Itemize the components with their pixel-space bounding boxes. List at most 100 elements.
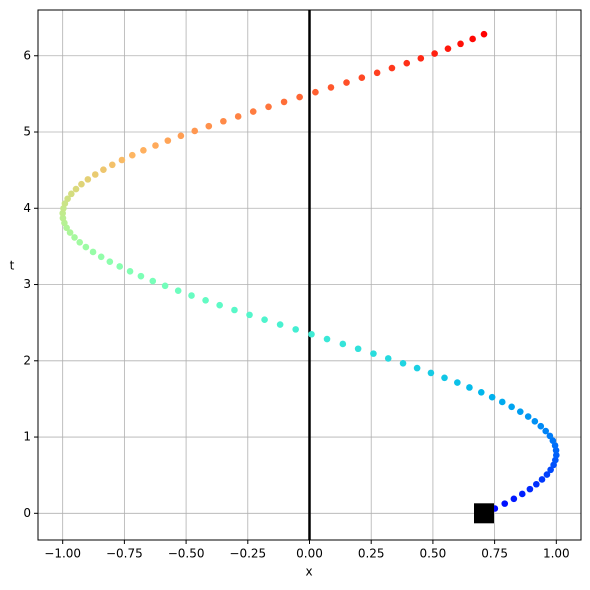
point — [498, 398, 506, 406]
point — [537, 422, 545, 430]
point — [312, 88, 319, 96]
point — [205, 122, 213, 130]
point — [399, 360, 407, 367]
point — [91, 171, 99, 178]
point — [547, 466, 554, 474]
plot-frame — [37, 9, 582, 541]
point — [116, 263, 123, 270]
point — [339, 340, 347, 348]
point — [161, 282, 169, 290]
point — [457, 40, 464, 48]
point — [488, 393, 496, 401]
point — [510, 495, 518, 503]
point — [546, 432, 554, 440]
point — [384, 355, 392, 362]
point — [64, 195, 71, 203]
point — [97, 253, 105, 261]
point — [164, 137, 172, 144]
point — [72, 185, 80, 193]
point — [249, 108, 257, 115]
point — [441, 374, 448, 382]
point — [480, 30, 488, 38]
point — [66, 229, 74, 236]
point — [508, 403, 515, 411]
point — [71, 234, 78, 241]
point — [373, 69, 381, 77]
point — [280, 98, 288, 106]
point — [108, 161, 116, 169]
point — [191, 127, 199, 135]
point — [477, 388, 485, 396]
x-tick-label: 1.00 — [543, 547, 570, 561]
point — [234, 113, 242, 120]
point — [126, 268, 134, 275]
point — [542, 427, 550, 435]
point — [261, 316, 268, 323]
point — [388, 64, 396, 72]
point — [323, 335, 331, 343]
point — [276, 321, 284, 328]
point — [553, 451, 560, 459]
point — [140, 147, 147, 154]
point — [177, 132, 185, 140]
x-tick-label: 0.00 — [296, 547, 323, 561]
point — [78, 180, 85, 188]
x-tick-label: 0.75 — [481, 547, 508, 561]
x-tick-label: −1.00 — [44, 547, 81, 561]
point — [84, 176, 92, 183]
x-axis-label: x — [305, 565, 312, 579]
start-marker — [474, 503, 495, 524]
point — [549, 437, 557, 445]
point — [106, 258, 114, 265]
point — [413, 364, 421, 372]
point — [149, 277, 157, 285]
y-axis-label: t — [10, 259, 15, 273]
point — [516, 408, 524, 415]
point — [417, 55, 425, 62]
point — [61, 200, 69, 207]
point — [358, 74, 366, 82]
point — [327, 84, 335, 91]
point — [427, 369, 435, 377]
point — [444, 45, 452, 52]
point — [454, 379, 461, 386]
y-tick-label: 4 — [23, 201, 31, 215]
point — [296, 93, 303, 101]
y-tick-label: 5 — [23, 125, 31, 139]
point — [76, 238, 84, 246]
point — [533, 480, 540, 488]
point — [89, 248, 97, 256]
point — [524, 413, 532, 420]
x-tick-label: −0.50 — [168, 547, 205, 561]
point — [220, 117, 227, 125]
point — [518, 490, 526, 498]
point — [403, 59, 411, 67]
point — [174, 287, 182, 295]
point — [466, 384, 473, 391]
point — [59, 214, 67, 222]
y-tick-label: 1 — [23, 430, 31, 444]
point — [308, 330, 315, 338]
point — [543, 471, 551, 478]
point — [128, 151, 136, 159]
point — [501, 500, 509, 507]
point — [118, 156, 126, 164]
y-tick-label: 0 — [23, 506, 31, 520]
x-tick-label: −0.75 — [106, 547, 143, 561]
point — [431, 50, 438, 57]
point — [370, 350, 377, 357]
point — [231, 306, 238, 314]
point — [100, 166, 107, 173]
y-tick-label: 3 — [23, 277, 31, 291]
point — [469, 35, 476, 43]
point — [137, 272, 145, 280]
point — [152, 142, 159, 149]
point — [202, 297, 209, 304]
point — [246, 311, 253, 319]
x-tick-label: 0.25 — [358, 547, 385, 561]
point — [82, 243, 90, 251]
point — [216, 301, 223, 309]
x-tick-label: 0.50 — [420, 547, 447, 561]
point — [68, 190, 75, 198]
